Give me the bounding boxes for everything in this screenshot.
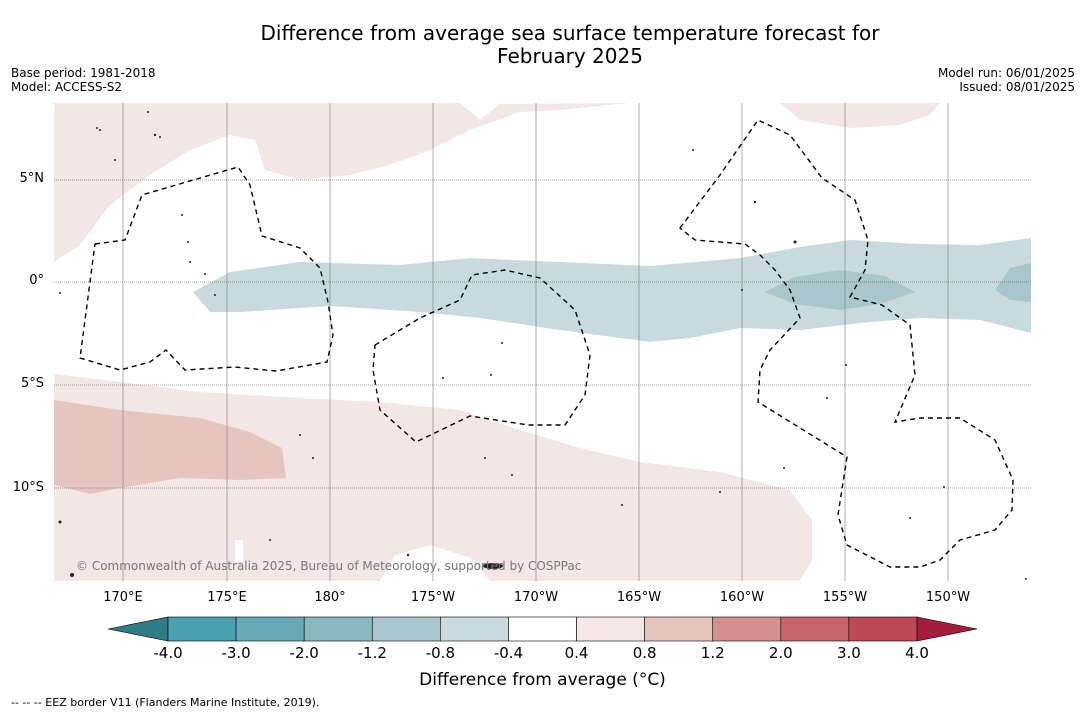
lon-label-165w: 165°W — [616, 590, 662, 605]
eez-border-tokelau — [372, 269, 591, 443]
colorbar-segment — [508, 616, 577, 642]
model-run: Model run: 06/01/2025 — [937, 66, 1075, 80]
colorbar-tick-label: 1.2 — [700, 644, 725, 662]
lon-label-160w: 160°W — [719, 590, 765, 605]
lat-label-5n: 5°N — [19, 171, 45, 186]
lon-label-170e: 170°E — [103, 590, 143, 605]
lat-label-5s: 5°S — [20, 376, 44, 391]
copyright-notice: © Commonwealth of Australia 2025, Bureau… — [76, 559, 582, 573]
eez-border-tuvalu-kiribati-west — [79, 166, 334, 372]
colorbar-label-text: Difference from average ( — [419, 670, 639, 690]
colorbar-tick-label: 0.8 — [632, 644, 657, 662]
colorbar-segment — [712, 616, 782, 642]
lon-label-175w: 175°W — [410, 590, 456, 605]
colorbar-segment — [167, 616, 237, 642]
warm-anomaly-region-northwest — [54, 103, 630, 262]
lat-label-equator: 0° — [29, 273, 44, 288]
colorbar-label-unit: °C) — [638, 670, 666, 690]
colorbar-tick-label: -1.2 — [357, 644, 387, 662]
meta-right: Model run: 06/01/2025 Issued: 08/01/2025 — [938, 66, 1075, 94]
colorbar-segment — [644, 616, 714, 642]
cool-anomaly-tongue — [193, 238, 1031, 342]
eez-borders — [79, 119, 1014, 568]
lon-label-180: 180° — [314, 590, 346, 605]
warm-anomaly-region-southwest-core — [54, 400, 286, 494]
colorbar-tick-label: 2.0 — [768, 644, 793, 662]
base-period: Base period: 1981-2018 — [11, 66, 156, 80]
cool-anomaly-core — [765, 270, 915, 310]
colorbar-segment — [848, 616, 918, 642]
colorbar-segment — [780, 616, 850, 642]
meta-left: Base period: 1981-2018 Model: ACCESS-S2 — [11, 66, 156, 94]
colorbar-segment — [440, 616, 509, 642]
lat-label-10s: 10°S — [12, 480, 44, 495]
colorbar-segment — [371, 616, 441, 642]
graticule — [122, 103, 949, 581]
colorbar-tick-label: -0.4 — [493, 644, 524, 662]
colorbar-tick-label: -2.0 — [289, 644, 319, 662]
colorbar-segment — [235, 616, 305, 642]
model-name: Model: ACCESS-S2 — [11, 80, 123, 94]
colorbar-tick-label: -3.0 — [221, 644, 251, 662]
lon-label-170w: 170°W — [513, 590, 559, 605]
issued-date: Issued: 08/01/2025 — [959, 80, 1075, 94]
colorbar-tick-label: 0.4 — [564, 644, 589, 662]
colorbar-tick-label: -0.8 — [425, 644, 455, 662]
islands — [58, 111, 1027, 580]
eez-footnote: -- -- -- EEZ border V11 (Flanders Marine… — [11, 696, 320, 709]
island-gap-small — [235, 540, 243, 562]
lon-label-175e: 175°E — [207, 590, 247, 605]
title-line-1: Difference from average sea surface temp… — [260, 21, 880, 45]
cool-anomaly-core-east — [995, 263, 1031, 302]
lon-label-150w: 150°W — [925, 590, 971, 605]
colorbar-tick-label: 3.0 — [836, 644, 861, 662]
colorbar-extension-high — [916, 616, 978, 642]
lon-label-155w: 155°W — [822, 590, 868, 605]
colorbar-extension-low — [107, 616, 169, 642]
colorbar-segment — [576, 616, 645, 642]
colorbar-label: Difference from average (°C) — [0, 670, 1085, 690]
colorbar-tick-label: -4.0 — [153, 644, 183, 662]
warm-anomaly-region-northeast — [780, 103, 940, 128]
latitude-lines — [54, 179, 1031, 489]
colorbar-segment — [303, 616, 373, 642]
title-line-2: February 2025 — [497, 44, 643, 68]
colorbar-tick-label: 4.0 — [905, 644, 929, 662]
chart-title: Difference from average sea surface temp… — [0, 22, 1085, 68]
